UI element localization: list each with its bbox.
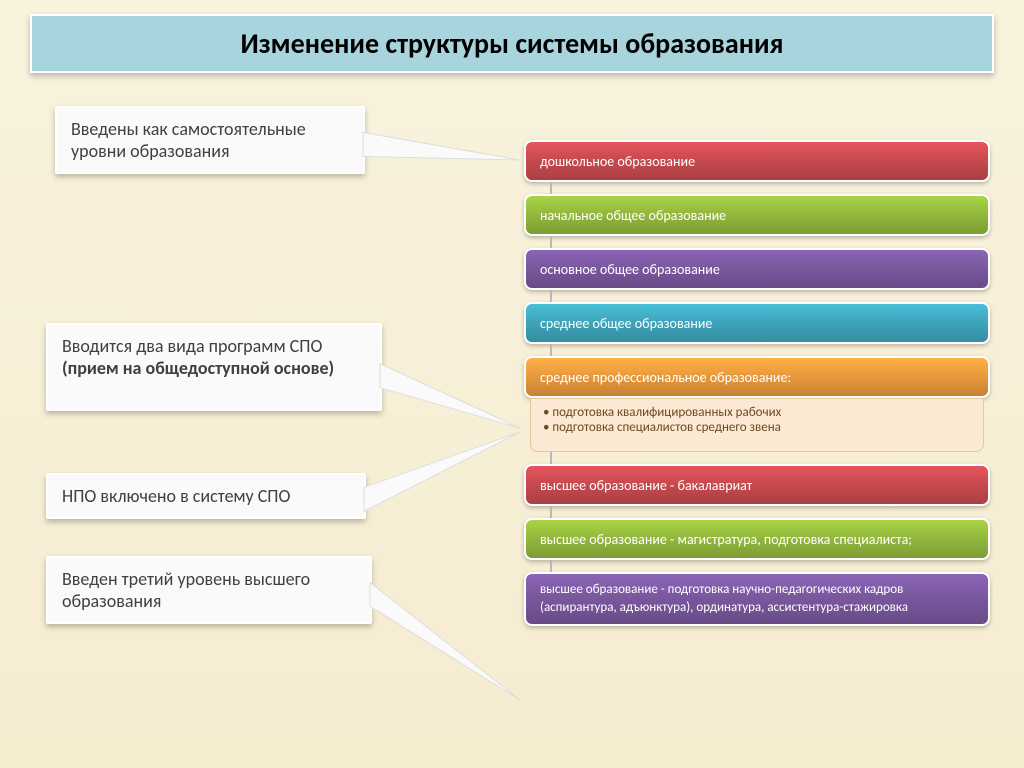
callout-pointer: [0, 0, 1024, 768]
